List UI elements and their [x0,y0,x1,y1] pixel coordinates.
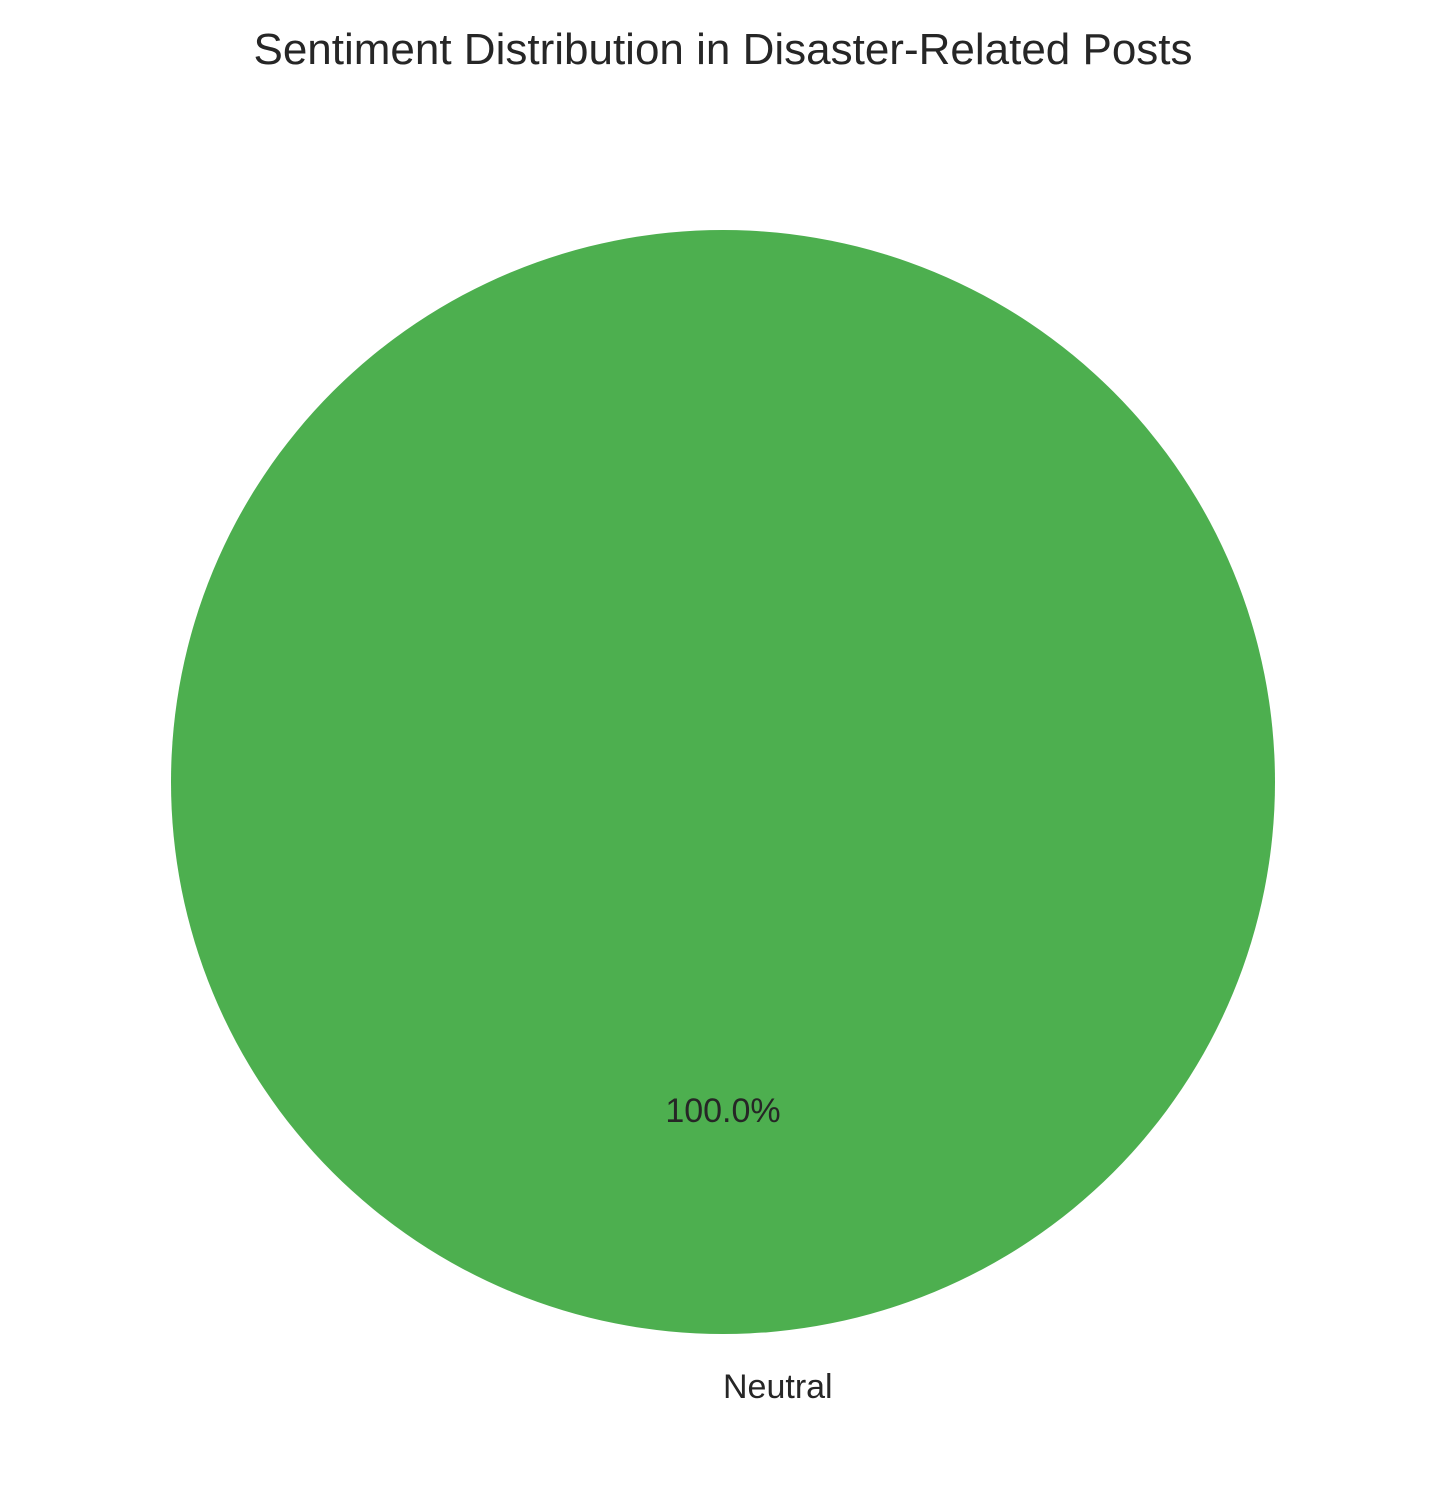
pie-slice-neutral [171,230,1275,1334]
slice-category-label: Neutral [723,1368,833,1406]
pie-slices [171,230,1275,1334]
chart-title: Sentiment Distribution in Disaster-Relat… [253,25,1192,74]
pie-labels: Neutral 100.0% [665,1092,832,1406]
slice-percent-label: 100.0% [665,1092,780,1130]
